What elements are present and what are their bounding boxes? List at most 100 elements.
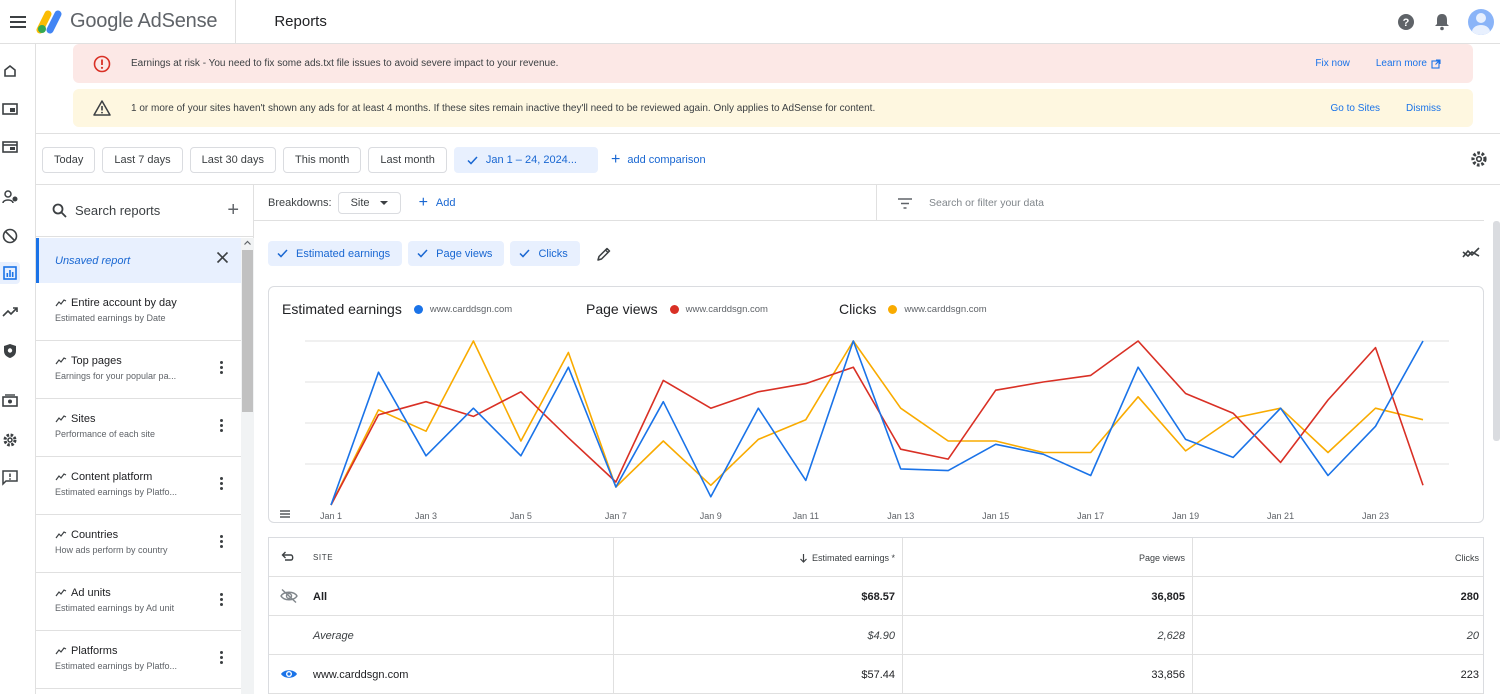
more-options-icon[interactable] [220,593,224,606]
adsense-logo[interactable]: Google AdSense [36,0,237,44]
visibility-icon[interactable] [279,666,299,682]
date-chip-this-month[interactable]: This month [283,147,362,173]
date-range-chips: Today Last 7 days Last 30 days This mont… [42,147,706,173]
saved-report-item[interactable]: Ad units Estimated earnings by Ad unit [36,573,241,631]
ads-icon[interactable] [0,98,20,120]
x-tick-label: Jan 5 [510,511,532,521]
table-header-row: SITE Estimated earnings * Page views Cli… [269,538,1483,577]
unsaved-report-item[interactable]: Unsaved report [36,238,241,283]
metric-chip-label: Clicks [538,247,568,260]
legend-metric-name: Clicks [839,301,877,317]
more-options-icon[interactable] [220,419,224,432]
saved-report-item[interactable]: Content platform Estimated earnings by P… [36,457,241,515]
metric-chip-page-views[interactable]: Page views [408,241,505,266]
date-chip-last-7-days[interactable]: Last 7 days [102,147,183,173]
report-table: SITE Estimated earnings * Page views Cli… [268,537,1484,694]
privacy-messaging-icon[interactable] [0,186,20,208]
sidebar-scrollbar[interactable] [241,238,254,694]
chart-menu-icon[interactable] [280,510,290,518]
legend-estimated-earnings: Estimated earnings www.carddsgn.com [282,301,512,317]
close-icon[interactable] [216,251,229,264]
earnings-value: $57.44 [613,655,902,694]
date-chip-last-month[interactable]: Last month [368,147,447,173]
metric-chip-label: Estimated earnings [296,247,391,260]
site-name: Average [313,629,354,642]
sidebar-scrollbar-thumb[interactable] [242,250,253,412]
dismiss-link[interactable]: Dismiss [1406,102,1441,114]
date-chip-today[interactable]: Today [42,147,96,173]
home-icon[interactable] [0,60,20,82]
add-comparison-button[interactable]: + add comparison [611,147,706,173]
more-options-icon[interactable] [220,361,224,374]
filter-data-input[interactable]: Search or filter your data [876,185,1484,221]
saved-report-item[interactable]: Sites Performance of each site [36,399,241,457]
settings-icon[interactable] [0,429,20,451]
earnings-header-label: Estimated earnings * [811,552,895,563]
menu-icon[interactable] [0,0,36,44]
legend-site: www.carddsgn.com [429,303,513,315]
date-range-picker[interactable]: Jan 1 – 24, 2024... [453,147,598,173]
saved-report-item[interactable]: Countries How ads perform by country [36,515,241,573]
account-avatar[interactable] [1468,9,1494,35]
policy-center-shield-icon[interactable] [0,340,20,362]
legend-page-views: Page views www.carddsgn.com [586,301,768,317]
date-chip-last-30-days[interactable]: Last 30 days [189,147,276,173]
search-reports[interactable]: Search reports + [36,185,253,237]
metric-chip-estimated-earnings[interactable]: Estimated earnings [268,241,403,266]
metric-chip-clicks[interactable]: Clicks [510,241,580,266]
saved-report-item[interactable]: Top pages Earnings for your popular pa..… [36,341,241,399]
page-views-column-header[interactable]: Page views [902,538,1192,577]
alert-message: 1 or more of your sites haven't shown an… [131,102,876,114]
payments-icon[interactable] [0,390,20,412]
go-to-sites-link[interactable]: Go to Sites [1330,102,1380,114]
site-header-label: SITE [313,553,334,562]
report-title: Sites [71,413,96,425]
clicks-value: 280 [1192,577,1483,616]
legend-dot-red [669,304,679,314]
report-title: Countries [71,529,119,541]
chart-x-axis: Jan 1 Jan 3 Jan 5 Jan 7 Jan 9 Jan 11 Jan 13 Jan… [320,511,1389,521]
chart-type-trend-icon[interactable] [1462,246,1480,265]
scroll-up-arrow-icon[interactable] [241,238,254,248]
sort-descending-arrow-icon [800,553,807,563]
help-icon[interactable]: ? [1388,0,1424,44]
reports-icon[interactable] [0,262,20,284]
clicks-value: 223 [1192,655,1483,694]
learn-more-link[interactable]: Learn more [1376,58,1441,69]
chart-gridlines [305,340,1449,465]
x-tick-label: Jan 15 [982,511,1009,521]
more-options-icon[interactable] [220,651,224,664]
saved-report-item[interactable]: Entire account by day Estimated earnings… [36,283,241,341]
x-tick-label: Jan 1 [320,511,342,521]
x-tick-label: Jan 23 [1362,511,1389,521]
undo-icon[interactable] [279,549,295,565]
add-breakdown-button[interactable]: + Add [419,194,456,212]
visibility-off-icon[interactable] [279,588,299,604]
legend-dot-blue [413,304,423,314]
page-title: Reports [274,13,327,30]
earnings-column-header[interactable]: Estimated earnings * [613,538,902,577]
search-icon [52,203,67,218]
saved-report-item[interactable]: Platforms Estimated earnings by Platfo..… [36,631,241,689]
chart-series-lines [330,340,1424,506]
new-report-plus-icon[interactable]: + [227,199,239,221]
blocking-controls-icon[interactable] [0,225,20,247]
report-settings-gear-icon[interactable] [1470,150,1488,173]
sites-icon[interactable] [0,136,20,158]
edit-metrics-pencil-icon[interactable] [596,246,612,262]
main-scrollbar[interactable] [1493,221,1500,441]
optimization-trend-icon[interactable] [0,301,20,323]
x-tick-label: Jan 13 [887,511,914,521]
legend-clicks: Clicks www.carddsgn.com [839,301,987,317]
earnings-value: $4.90 [613,616,902,655]
clicks-column-header[interactable]: Clicks [1192,538,1483,577]
more-options-icon[interactable] [220,535,224,548]
site-breakdown-dropdown[interactable]: Site [337,191,401,214]
earnings-value: $68.57 [613,577,902,616]
site-column-header[interactable]: SITE [269,538,613,577]
feedback-icon[interactable] [0,467,20,489]
line-chart-svg[interactable]: Jan 1 Jan 3 Jan 5 Jan 7 Jan 9 Jan 11 Jan 13 Jan… [269,287,1483,522]
fix-now-link[interactable]: Fix now [1315,58,1350,69]
notifications-bell-icon[interactable] [1424,0,1460,44]
more-options-icon[interactable] [220,477,224,490]
